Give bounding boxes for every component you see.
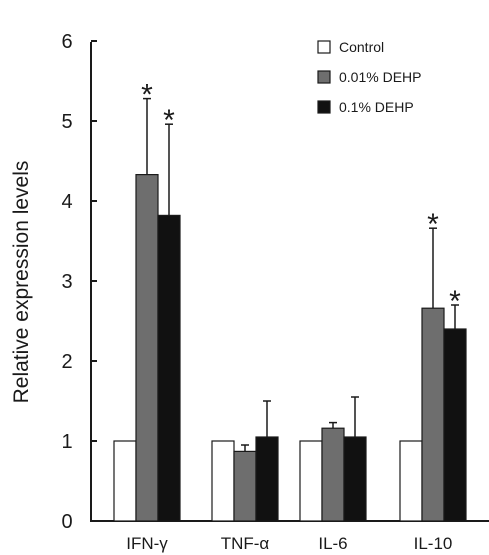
bar [299, 440, 323, 522]
legend-label: Control [339, 39, 384, 55]
bar [343, 436, 367, 522]
x-category-label: IL-10 [414, 534, 453, 553]
y-tick-label: 3 [61, 271, 72, 293]
y-tick-label: 2 [61, 351, 72, 373]
legend-swatch [317, 40, 331, 54]
bar [211, 440, 235, 522]
bar [233, 450, 257, 522]
bar [157, 214, 181, 522]
x-category-label: TNF-α [221, 534, 270, 553]
significance-star: * [163, 104, 175, 137]
significance-star: * [449, 285, 461, 318]
bar [113, 440, 137, 522]
y-axis-label: Relative expression levels [10, 161, 33, 404]
bar [255, 436, 279, 522]
y-tick-label: 5 [61, 111, 72, 133]
legend-swatch [317, 70, 331, 84]
legend-label: 0.01% DEHP [339, 69, 421, 85]
bar [321, 427, 345, 522]
y-tick-label: 1 [61, 431, 72, 453]
legend-swatch [317, 100, 331, 114]
x-category-label: IFN-γ [126, 534, 168, 553]
bar [421, 307, 445, 522]
x-category-label: IL-6 [318, 534, 347, 553]
y-tick-label: 6 [61, 31, 72, 53]
legend-label: 0.1% DEHP [339, 99, 414, 115]
y-tick-label: 4 [61, 191, 72, 213]
significance-star: * [427, 208, 439, 241]
bar [399, 440, 423, 522]
y-tick-label: 0 [61, 511, 72, 533]
bar [135, 174, 159, 522]
bar [443, 328, 467, 522]
significance-star: * [141, 79, 153, 112]
